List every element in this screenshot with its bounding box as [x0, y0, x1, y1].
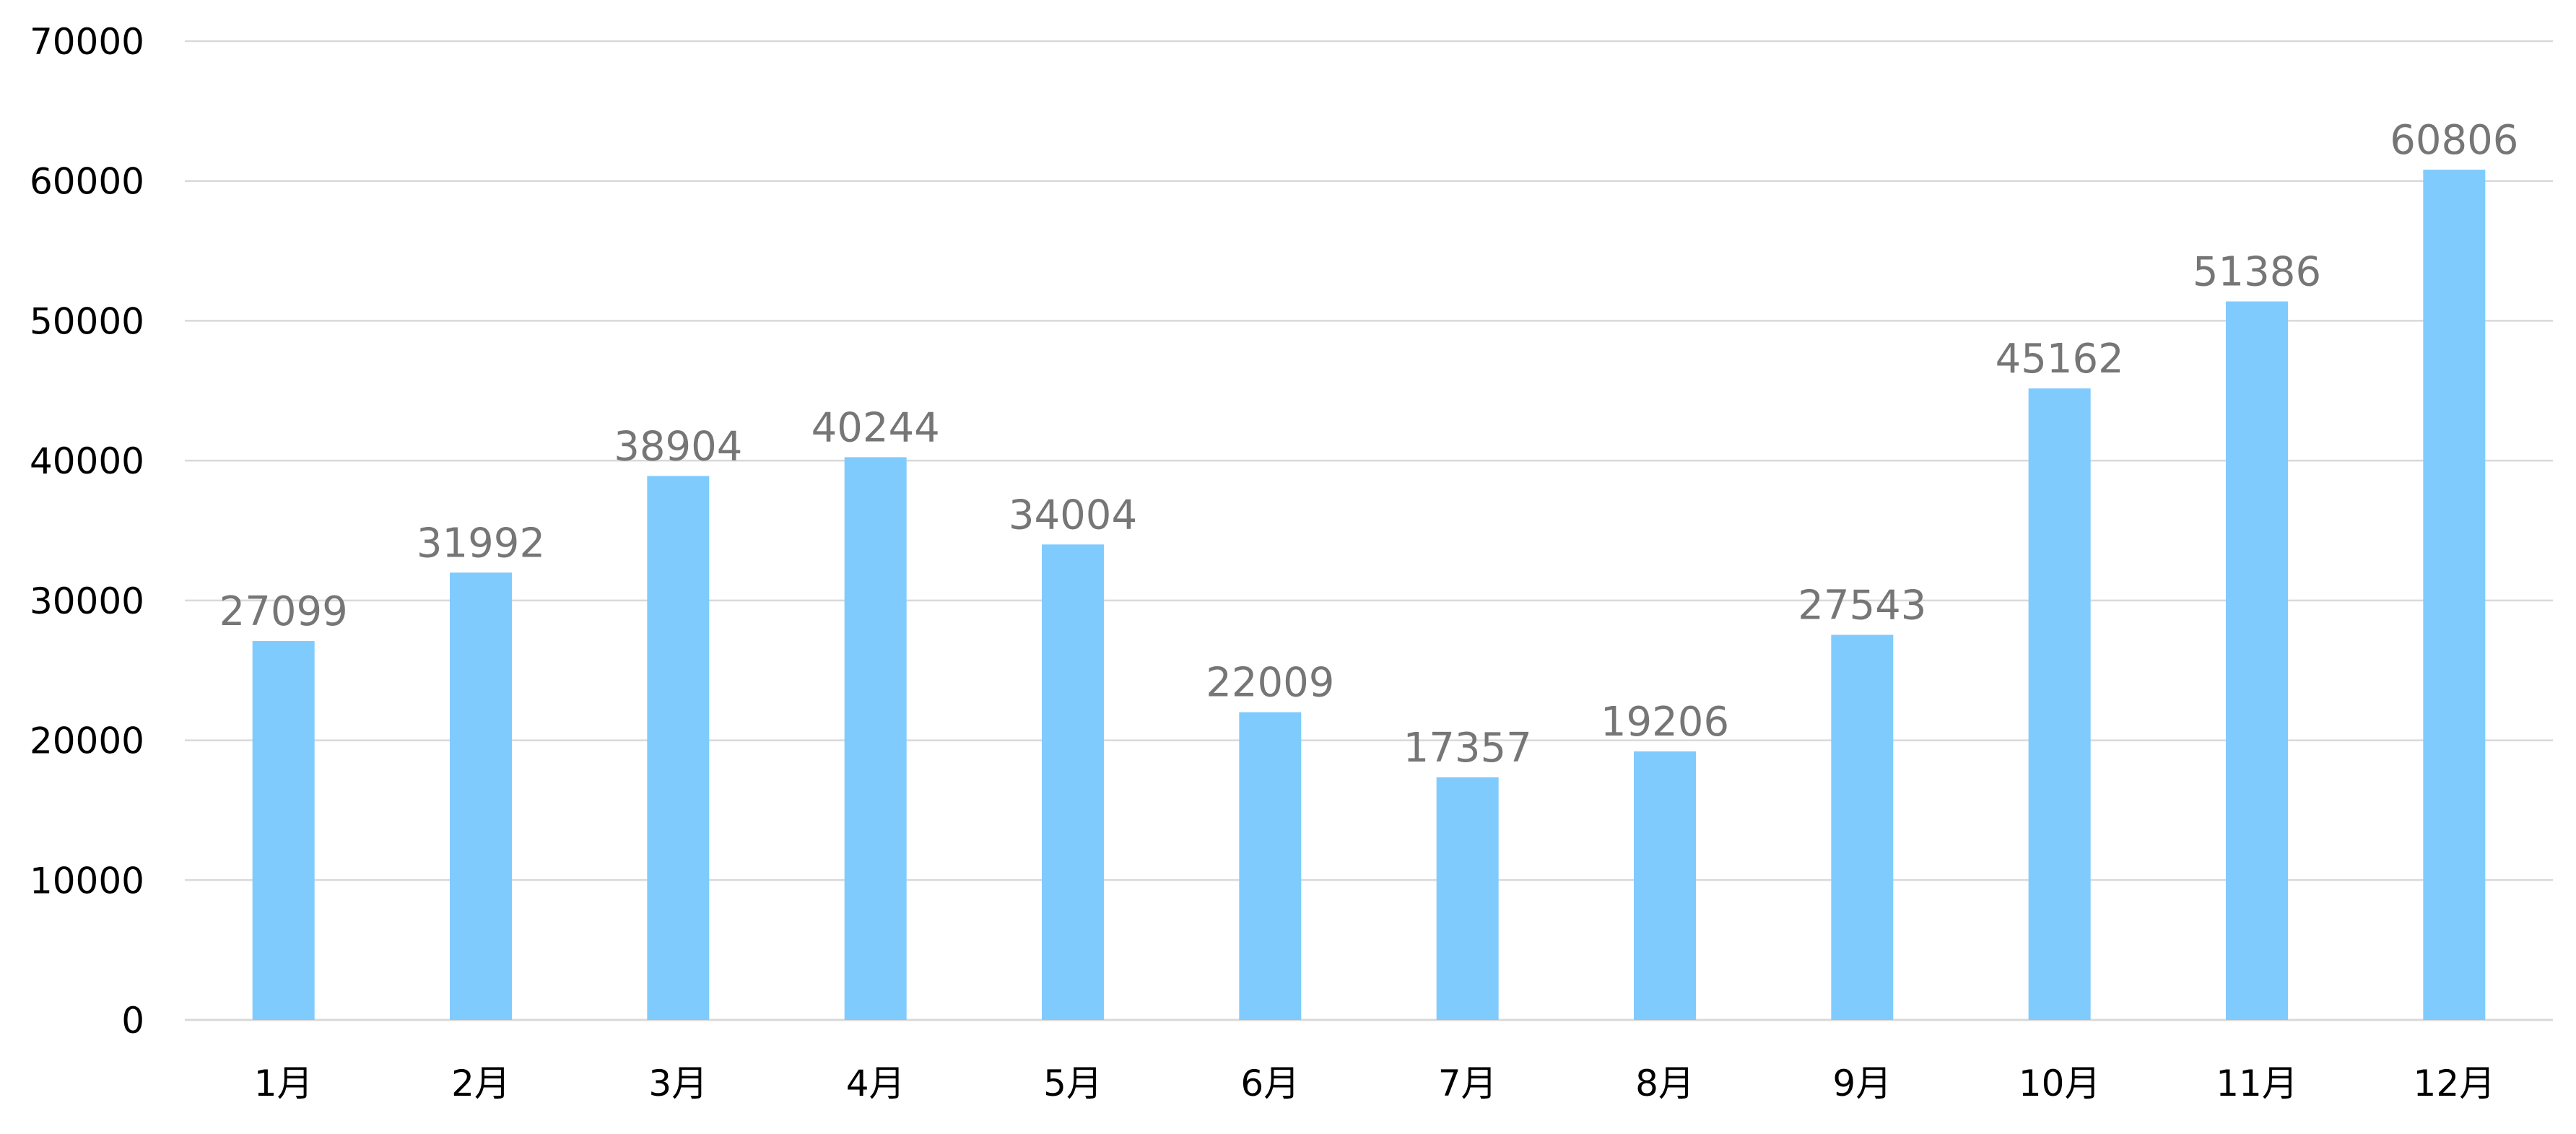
x-tick-label: 11月: [2216, 1063, 2298, 1104]
data-label: 38904: [614, 423, 742, 470]
bar: [647, 476, 710, 1020]
bar-series: [252, 170, 2486, 1020]
gridlines: [185, 40, 2553, 1021]
bar: [1042, 544, 1104, 1020]
y-tick-label: 60000: [30, 161, 144, 203]
bar: [844, 457, 907, 1020]
bar: [1634, 751, 1696, 1020]
x-tick-label: 5月: [1043, 1063, 1102, 1104]
x-tick-label: 10月: [2019, 1063, 2101, 1104]
y-tick-label: 10000: [30, 860, 144, 902]
data-label: 22009: [1206, 660, 1334, 707]
y-tick-label: 70000: [30, 21, 144, 63]
x-tick-label: 2月: [451, 1063, 510, 1104]
y-axis: 0 10000 20000 30000 40000 50000 60000 70000: [30, 21, 144, 1042]
data-label: 27099: [219, 588, 348, 635]
bar: [252, 641, 315, 1020]
y-tick-label: 0: [121, 1000, 144, 1042]
x-axis: 1月 2月 3月 4月 5月 6月 7月 8月 9月 10月 11月 12月: [254, 1063, 2495, 1104]
data-label: 19206: [1601, 699, 1729, 746]
bar: [1831, 634, 1894, 1020]
x-tick-label: 4月: [846, 1063, 905, 1104]
data-label: 45162: [1996, 336, 2124, 383]
x-tick-label: 1月: [254, 1063, 313, 1104]
data-label: 40244: [811, 404, 940, 451]
y-tick-label: 40000: [30, 440, 144, 482]
bar: [2226, 301, 2288, 1020]
data-labels: 27099 31992 38904 40244 34004 22009 17357 19206…: [219, 117, 2519, 772]
bar: [2028, 388, 2091, 1020]
x-tick-label: 8月: [1635, 1063, 1694, 1104]
x-tick-label: 6月: [1240, 1063, 1300, 1104]
data-label: 17357: [1404, 725, 1532, 772]
bar: [2423, 170, 2486, 1020]
x-tick-label: 9月: [1832, 1063, 1892, 1104]
y-tick-label: 30000: [30, 580, 144, 622]
data-label: 34004: [1009, 492, 1137, 538]
bar: [1436, 777, 1499, 1020]
bar: [1239, 712, 1302, 1020]
y-tick-label: 50000: [30, 300, 144, 342]
data-label: 51386: [2193, 249, 2321, 296]
x-tick-label: 7月: [1438, 1063, 1497, 1104]
bar: [450, 572, 512, 1020]
y-tick-label: 20000: [30, 720, 144, 762]
x-tick-label: 12月: [2414, 1063, 2496, 1104]
data-label: 27543: [1798, 582, 1926, 629]
data-label: 31992: [417, 520, 545, 567]
data-label: 60806: [2390, 117, 2518, 164]
x-tick-label: 3月: [648, 1063, 708, 1104]
